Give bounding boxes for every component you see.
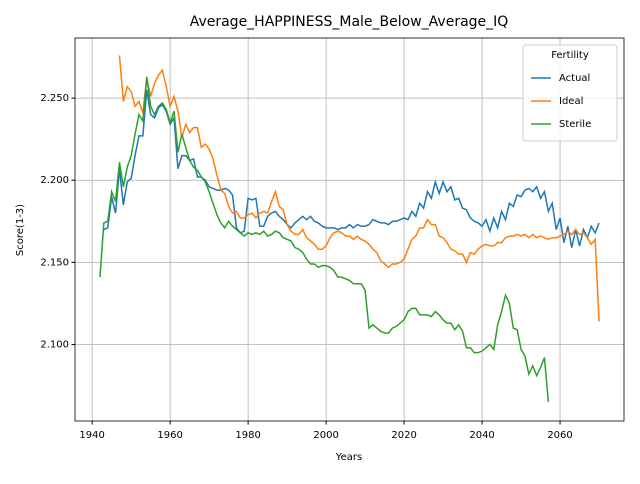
legend-box: [522, 44, 618, 142]
x-tick-label: 1940: [79, 430, 104, 441]
legend-label: Sterile: [559, 119, 591, 130]
data-line: [103, 89, 600, 248]
legend-label: Actual: [559, 73, 590, 84]
y-tick-label: 2.100: [40, 339, 69, 350]
x-axis-label: Years: [335, 452, 362, 463]
data-line: [118, 55, 600, 322]
legend-title: Fertility: [551, 50, 589, 61]
legend-label: Ideal: [559, 96, 583, 107]
data-line: [99, 76, 550, 403]
x-tick-label: 1960: [157, 430, 182, 441]
x-tick-label: 2020: [391, 430, 416, 441]
y-tick-label: 2.250: [40, 93, 69, 104]
x-tick-label: 2060: [547, 430, 572, 441]
x-tick-label: 1980: [235, 430, 260, 441]
x-tick-label: 2000: [313, 430, 338, 441]
y-tick-label: 2.200: [40, 175, 69, 186]
plot-frame: [74, 37, 625, 422]
x-tick-label: 2040: [469, 430, 494, 441]
y-axis-label: Score(1-3): [15, 204, 26, 256]
y-tick-label: 2.150: [40, 257, 69, 268]
chart-title: Average_HAPPINESS_Male_Below_Average_IQ: [190, 14, 509, 30]
